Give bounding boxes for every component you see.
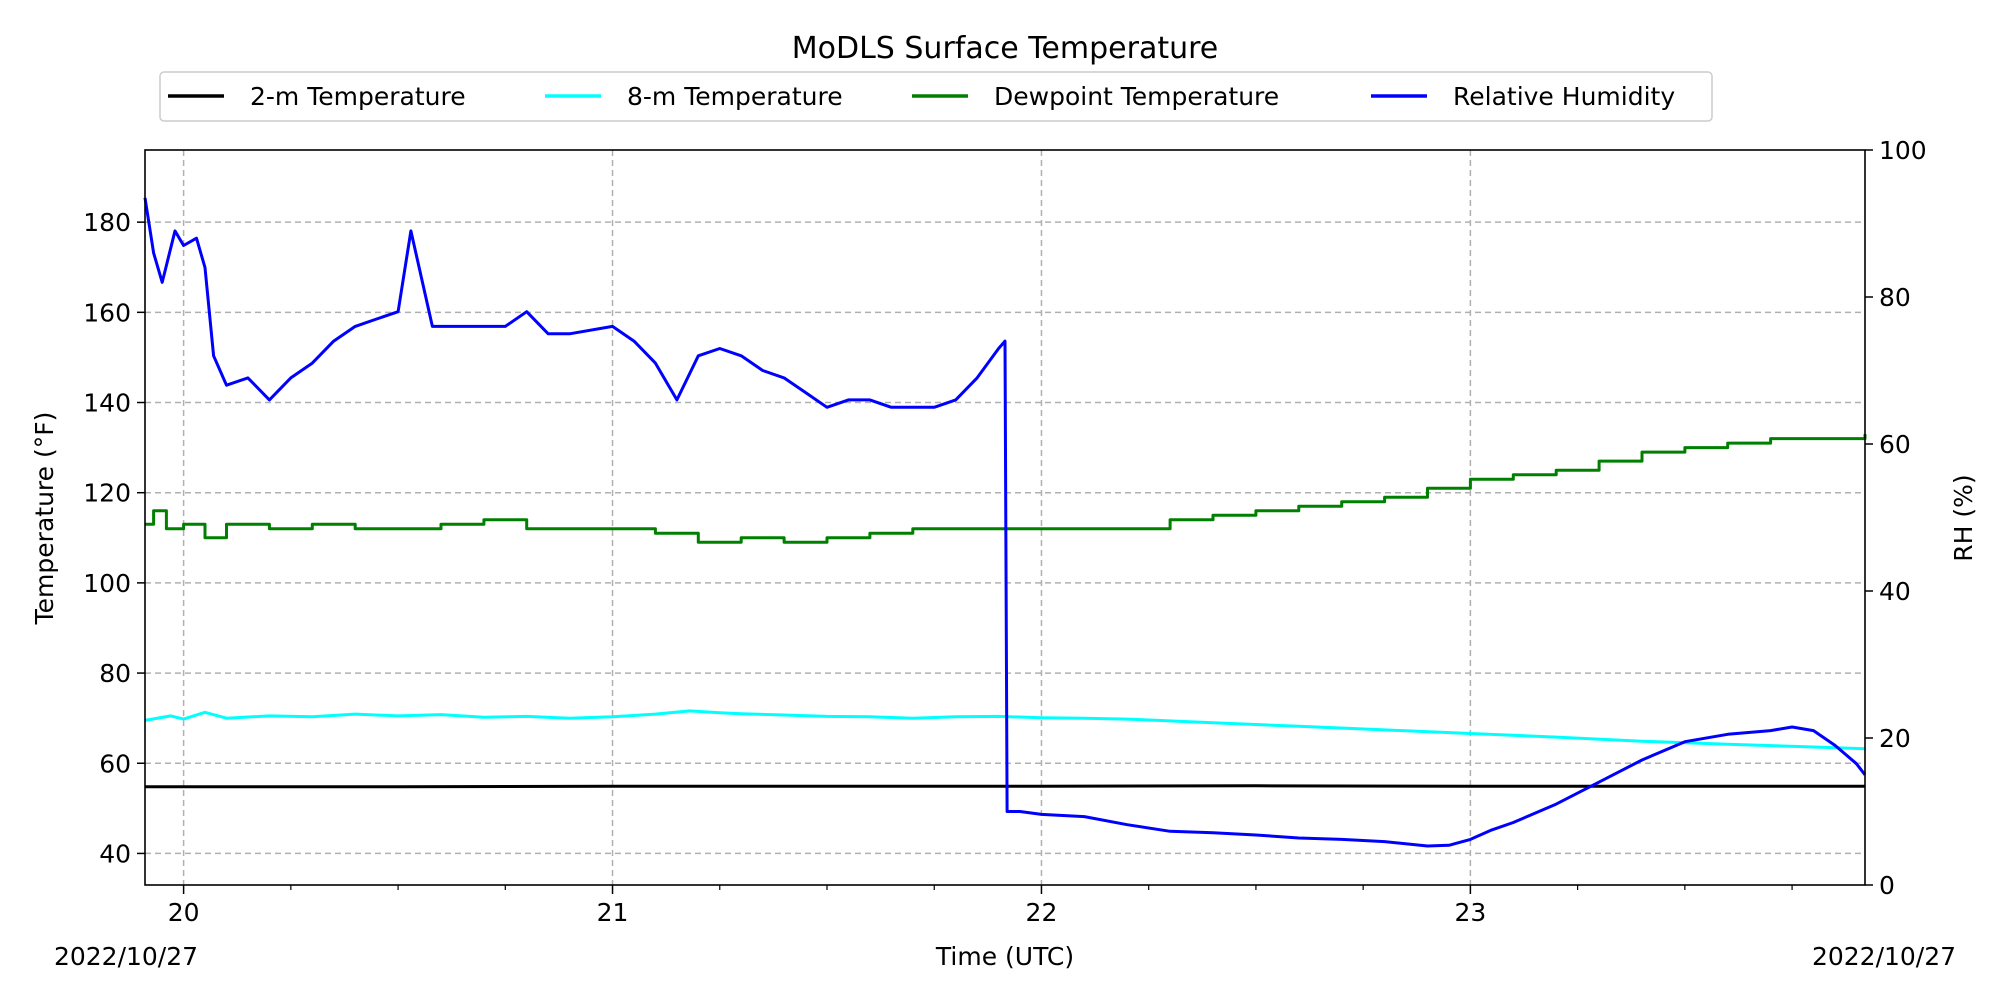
legend-label-2-m-temperature: 2-m Temperature <box>250 82 466 111</box>
date-right-label: 2022/10/27 <box>1812 942 1956 971</box>
legend-label-8-m-temperature: 8-m Temperature <box>627 82 843 111</box>
y-tick-label: 80 <box>99 659 131 688</box>
y2-tick-label: 0 <box>1879 871 1895 900</box>
y-axis-left: 40 60 80 100 120 140 160 180 <box>83 208 145 868</box>
y2-tick-label: 40 <box>1879 577 1911 606</box>
x-tick-label: 21 <box>597 898 629 927</box>
y2-axis-label: RH (%) <box>1949 474 1978 561</box>
series-lines <box>143 197 1867 848</box>
y-tick-label: 140 <box>83 389 131 418</box>
y-tick-label: 40 <box>99 839 131 868</box>
series-line-8-m-temperature <box>144 709 1866 751</box>
series-line-2-m-temperature <box>145 784 1865 789</box>
x-tick-label: 22 <box>1026 898 1058 927</box>
x-tick-label: 23 <box>1454 898 1486 927</box>
x-axis: 20 21 22 23 <box>168 885 1793 927</box>
x-axis-label: Time (UTC) <box>935 942 1074 971</box>
y2-tick-label: 80 <box>1879 283 1911 312</box>
y-tick-label: 60 <box>99 749 131 778</box>
y2-tick-label: 100 <box>1879 136 1927 165</box>
y-tick-label: 120 <box>83 479 131 508</box>
y2-tick-label: 60 <box>1879 430 1911 459</box>
series-line-relative-humidity <box>143 197 1867 848</box>
y-axis-right: 0 20 40 60 80 100 <box>1865 136 1927 900</box>
y-tick-label: 160 <box>83 298 131 327</box>
plot-frame <box>144 149 1866 886</box>
y-tick-label: 180 <box>83 208 131 237</box>
y2-tick-label: 20 <box>1879 724 1911 753</box>
date-left-label: 2022/10/27 <box>54 942 198 971</box>
chart-title: MoDLS Surface Temperature <box>792 31 1219 66</box>
legend-label-dewpoint-temperature: Dewpoint Temperature <box>994 82 1279 111</box>
y-axis-label: Temperature (°F) <box>30 412 59 626</box>
series-line-dewpoint-temperature <box>145 434 1867 544</box>
legend-label-relative-humidity: Relative Humidity <box>1453 82 1675 111</box>
x-tick-label: 20 <box>168 898 200 927</box>
legend: 2-m Temperature 8-m Temperature Dewpoint T… <box>159 71 1713 122</box>
y-tick-label: 100 <box>83 569 131 598</box>
